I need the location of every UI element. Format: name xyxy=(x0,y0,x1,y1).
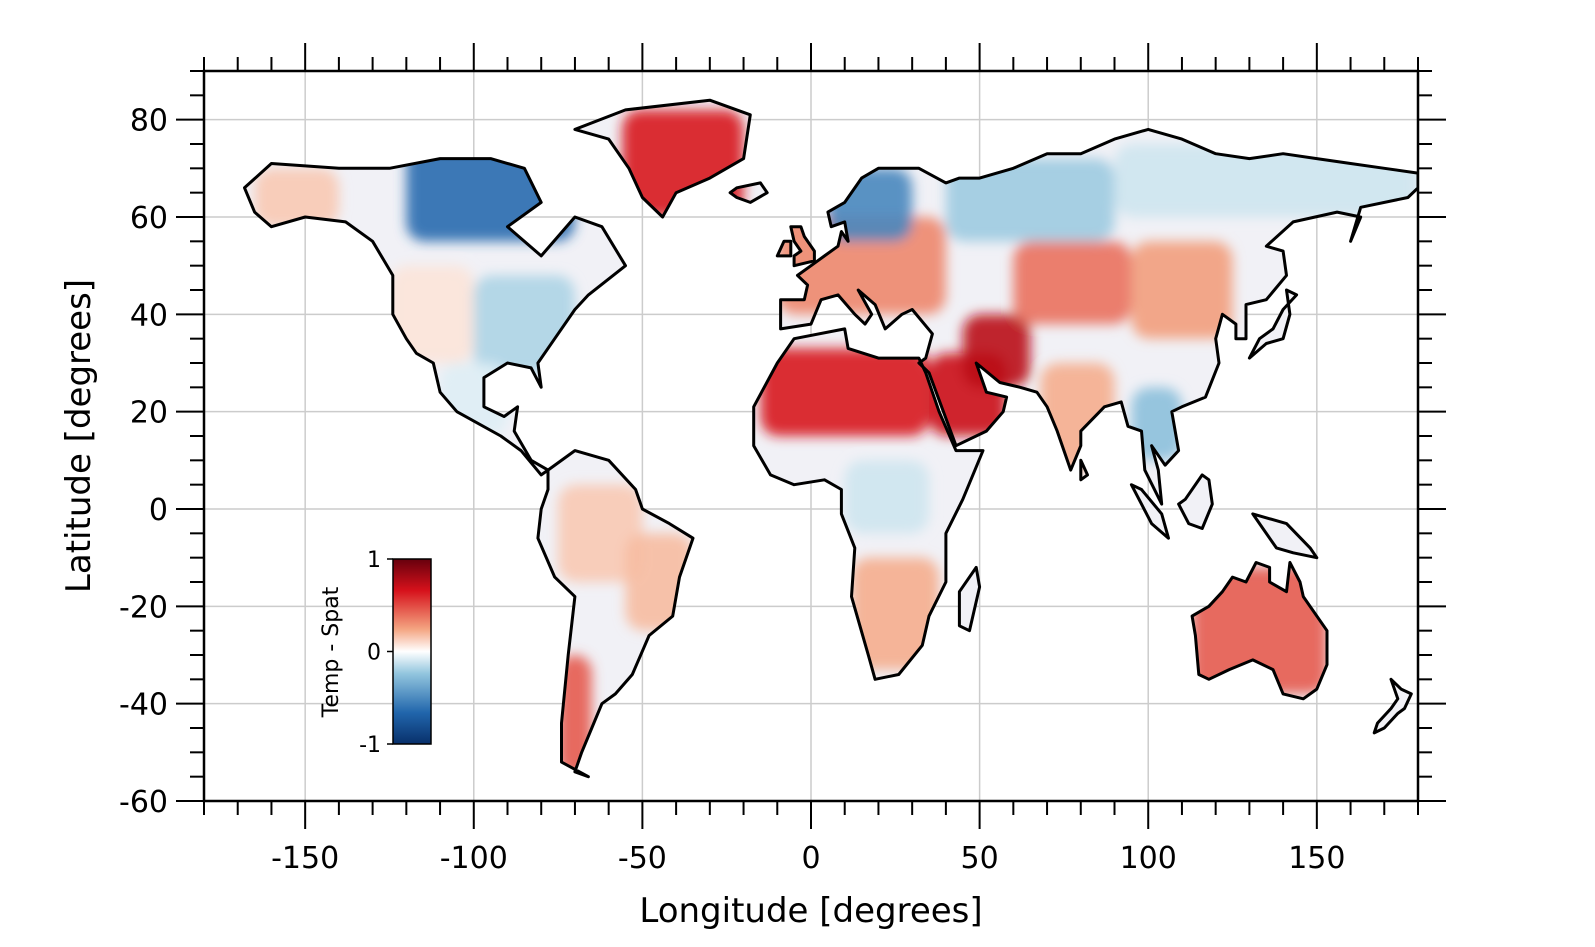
coastline-africa xyxy=(752,327,985,681)
x-tick-label: 100 xyxy=(1120,841,1177,876)
x-tick-label: 0 xyxy=(801,841,820,876)
region-cell xyxy=(844,460,930,534)
region-cell xyxy=(558,484,643,582)
colorbar-gradient xyxy=(392,558,432,745)
coastline-new-guinea xyxy=(1251,512,1319,560)
y-axis: -60 -40 -20 0 20 40 60 80 xyxy=(119,70,1446,820)
y-tick-label: -20 xyxy=(119,590,168,625)
y-tick-label: 20 xyxy=(130,396,168,431)
colorbar-tick-label: 1 xyxy=(367,548,381,573)
region-cell xyxy=(1013,241,1132,325)
land-japan xyxy=(1249,290,1297,359)
coastline-australia xyxy=(1190,561,1329,701)
x-tick-label: 150 xyxy=(1288,841,1345,876)
coastline-north-america xyxy=(243,157,627,477)
region-cell xyxy=(254,168,339,227)
y-tick-label: -40 xyxy=(119,688,168,723)
coastline-eurasia xyxy=(779,127,1418,506)
coastline-britain xyxy=(789,225,816,268)
land-borneo xyxy=(1178,474,1213,529)
x-tick-label: -100 xyxy=(440,841,508,876)
region-cell xyxy=(945,158,1115,242)
x-axis-label: Longitude [degrees] xyxy=(639,891,982,931)
region-cell xyxy=(851,557,940,670)
region-cell xyxy=(962,314,1031,388)
colorbar: Temp - Spat 1 0 -1 xyxy=(319,548,432,758)
region-cell xyxy=(1131,241,1233,339)
region-cell xyxy=(760,348,930,436)
land-sumatra xyxy=(1131,484,1169,539)
coastline-greenland xyxy=(573,98,752,219)
x-tick-label: 50 xyxy=(961,841,999,876)
coastline-iceland xyxy=(728,181,769,204)
coastline-madagascar xyxy=(957,565,982,633)
colorbar-tick-label: -1 xyxy=(359,733,381,758)
region-cell xyxy=(1131,387,1182,461)
coastline-ireland xyxy=(775,239,793,258)
coastline-new-zealand xyxy=(1372,677,1413,735)
land-masses xyxy=(243,98,1418,779)
region-cell xyxy=(1192,567,1327,694)
y-tick-label: 80 xyxy=(130,104,168,139)
coastline-sri-lanka xyxy=(1079,458,1089,482)
land-madagascar xyxy=(959,567,980,631)
y-tick-label: 40 xyxy=(130,298,168,333)
y-axis-label: Latitude [degrees] xyxy=(59,279,99,593)
y-tick-label: 60 xyxy=(130,201,168,236)
x-axis: -150 -100 -50 0 50 100 150 xyxy=(203,43,1419,876)
y-tick-label: 0 xyxy=(149,493,168,528)
region-cell xyxy=(389,265,474,363)
coastline-borneo xyxy=(1177,473,1214,530)
colorbar-label: Temp - Spat xyxy=(319,586,344,718)
coastline-japan xyxy=(1247,288,1299,360)
land-new-guinea xyxy=(1252,513,1317,558)
x-tick-label: -50 xyxy=(618,841,667,876)
x-tick-label: -150 xyxy=(271,841,339,876)
y-tick-label: -60 xyxy=(119,785,168,820)
colorbar-tick-label: 0 xyxy=(367,641,381,666)
region-cell xyxy=(625,533,693,631)
region-cell xyxy=(473,275,575,373)
region-cell xyxy=(622,109,744,217)
coastline-sumatra xyxy=(1129,483,1170,540)
coastline-south-america xyxy=(536,449,695,779)
